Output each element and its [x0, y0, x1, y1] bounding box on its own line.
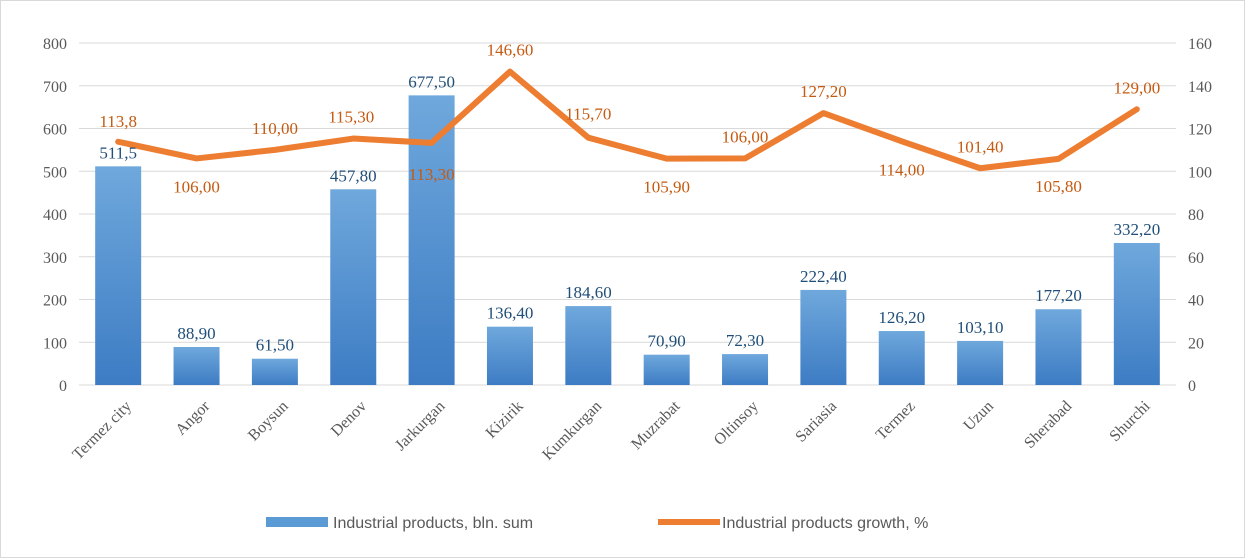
bar	[1035, 309, 1082, 385]
line-data-label: 106,00	[173, 177, 220, 196]
category-label: Oltinsoy	[711, 398, 762, 449]
category-label: Jarkurgan	[392, 398, 448, 454]
y-right-tick-label: 100	[1188, 164, 1212, 181]
bar-data-label: 457,80	[330, 166, 377, 185]
legend-swatch-line	[658, 519, 720, 525]
bar	[330, 189, 377, 385]
y-left-tick-label: 500	[43, 164, 67, 181]
category-label: Muzrabat	[628, 397, 684, 453]
line-data-label: 113,30	[409, 165, 455, 184]
bar-data-label: 126,20	[878, 308, 925, 327]
bar-data-label: 61,50	[256, 336, 294, 355]
category-label: Shurchi	[1106, 397, 1154, 445]
line-data-label: 105,80	[1035, 177, 1082, 196]
y-left-tick-label: 0	[59, 378, 67, 395]
line-data-label: 110,00	[252, 119, 298, 138]
line-data-label: 113,8	[99, 112, 137, 131]
category-label: Uzun	[960, 398, 997, 435]
category-label: Kumkurgan	[539, 398, 605, 464]
bar	[1113, 242, 1160, 385]
line-data-label: 115,30	[328, 108, 374, 127]
bar-data-label: 177,20	[1035, 286, 1082, 305]
line-data-label: 114,00	[879, 160, 925, 179]
bar	[800, 289, 847, 385]
bar-data-label: 70,90	[648, 332, 686, 351]
bar-data-label: 72,30	[726, 331, 764, 350]
line-data-label: 101,40	[957, 137, 1004, 156]
line-data-label: 127,20	[800, 82, 847, 101]
bar	[486, 326, 533, 385]
bar	[643, 354, 690, 385]
bar	[957, 340, 1004, 385]
y-right-tick-label: 80	[1188, 207, 1204, 224]
y-left-tick-label: 600	[43, 122, 67, 139]
bar-data-label: 88,90	[177, 324, 215, 343]
bar-data-label: 332,20	[1113, 220, 1160, 239]
y-right-tick-label: 40	[1188, 293, 1204, 310]
bar-data-label: 511,5	[99, 143, 137, 162]
legend-swatch-bars	[266, 517, 328, 527]
y-left-tick-label: 100	[43, 335, 67, 352]
y-right-tick-label: 140	[1188, 79, 1212, 96]
y-left-tick-label: 400	[43, 207, 67, 224]
category-label: Kizirik	[483, 398, 527, 442]
bar-data-label: 677,50	[408, 72, 455, 91]
category-label: Termez city	[69, 398, 135, 464]
legend-label-bars: Industrial products, bln. sum	[333, 515, 533, 532]
y-left-tick-label: 700	[43, 79, 67, 96]
line-data-label: 105,90	[643, 178, 690, 197]
bar	[251, 358, 298, 385]
bar-data-label: 184,60	[565, 283, 612, 302]
y-right-tick-label: 120	[1188, 122, 1212, 139]
bar	[173, 346, 220, 385]
bar-data-label: 103,10	[957, 318, 1004, 337]
y-right-tick-label: 60	[1188, 250, 1204, 267]
y-left-tick-label: 800	[43, 36, 67, 53]
category-label: Angor	[172, 397, 213, 438]
bar-data-label: 222,40	[800, 267, 847, 286]
line-data-label: 146,60	[487, 41, 534, 60]
bar	[878, 331, 925, 385]
category-label: Boysun	[245, 398, 292, 445]
y-left-tick-label: 300	[43, 250, 67, 267]
growth-line	[115, 68, 1140, 172]
bar	[722, 354, 769, 385]
category-label: Termez	[873, 398, 919, 444]
legend-label-line: Industrial products growth, %	[722, 515, 928, 532]
y-left-tick-label: 200	[43, 293, 67, 310]
category-label: Denov	[328, 398, 370, 440]
bar	[565, 306, 612, 385]
y-right-tick-label: 160	[1188, 36, 1212, 53]
category-label: Sariasia	[792, 398, 840, 446]
bar-data-label: 136,40	[487, 304, 534, 323]
line-data-label: 115,70	[565, 105, 611, 124]
category-label: Sherabad	[1021, 398, 1075, 452]
y-right-tick-label: 0	[1188, 378, 1196, 395]
line-data-label: 106,00	[722, 127, 769, 146]
bar	[95, 166, 142, 385]
line-data-label: 129,00	[1113, 78, 1160, 97]
y-right-tick-label: 20	[1188, 335, 1204, 352]
